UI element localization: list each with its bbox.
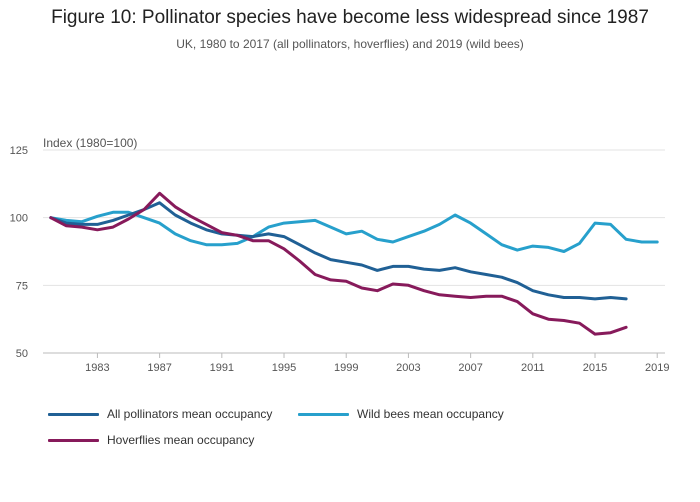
series-line-hoverflies[interactable] — [49, 191, 628, 336]
legend-item-wild-bees[interactable]: Wild bees mean occupancy — [298, 407, 504, 421]
y-tick-label: 125 — [10, 145, 28, 157]
axes: 50 75 100 125 1983 1987 1991 1995 1999 2003 2007 20… — [10, 145, 670, 374]
legend-label-wild-bees: Wild bees mean occupancy — [357, 407, 504, 421]
series-lines — [49, 191, 659, 336]
legend-swatch-hoverflies — [48, 438, 99, 442]
line-chart: 50 75 100 125 1983 1987 1991 1995 1999 2003 2007 20… — [10, 136, 670, 374]
x-tick-label: 1991 — [210, 362, 234, 374]
legend-swatch-wild-bees — [298, 412, 349, 416]
legend-label-hoverflies: Hoverflies mean occupancy — [107, 433, 255, 447]
x-tick-label: 2003 — [396, 362, 420, 374]
legend-item-all-pollinators[interactable]: All pollinators mean occupancy — [48, 407, 272, 421]
x-tick-label: 2007 — [458, 362, 482, 374]
legend-swatch-all-pollinators — [48, 412, 99, 416]
y-axis-label: Index (1980=100) — [43, 136, 137, 150]
chart-subtitle: UK, 1980 to 2017 (all pollinators, hover… — [176, 37, 524, 51]
x-tick-label: 1995 — [272, 362, 296, 374]
x-tick-label: 2019 — [645, 362, 669, 374]
x-tick-label: 1983 — [85, 362, 109, 374]
y-tick-label: 50 — [16, 348, 28, 360]
y-tick-label: 75 — [16, 280, 28, 292]
legend-label-all-pollinators: All pollinators mean occupancy — [107, 407, 273, 421]
x-tick-label: 2015 — [583, 362, 607, 374]
chart-title: Figure 10: Pollinator species have becom… — [51, 7, 649, 28]
legend-item-hoverflies[interactable]: Hoverflies mean occupancy — [48, 433, 254, 447]
series-line-wild-bees[interactable] — [49, 210, 659, 253]
x-tick-label: 2011 — [521, 362, 545, 374]
x-tick-label: 1999 — [334, 362, 358, 374]
x-tick-label: 1987 — [147, 362, 171, 374]
y-tick-label: 100 — [10, 213, 28, 225]
